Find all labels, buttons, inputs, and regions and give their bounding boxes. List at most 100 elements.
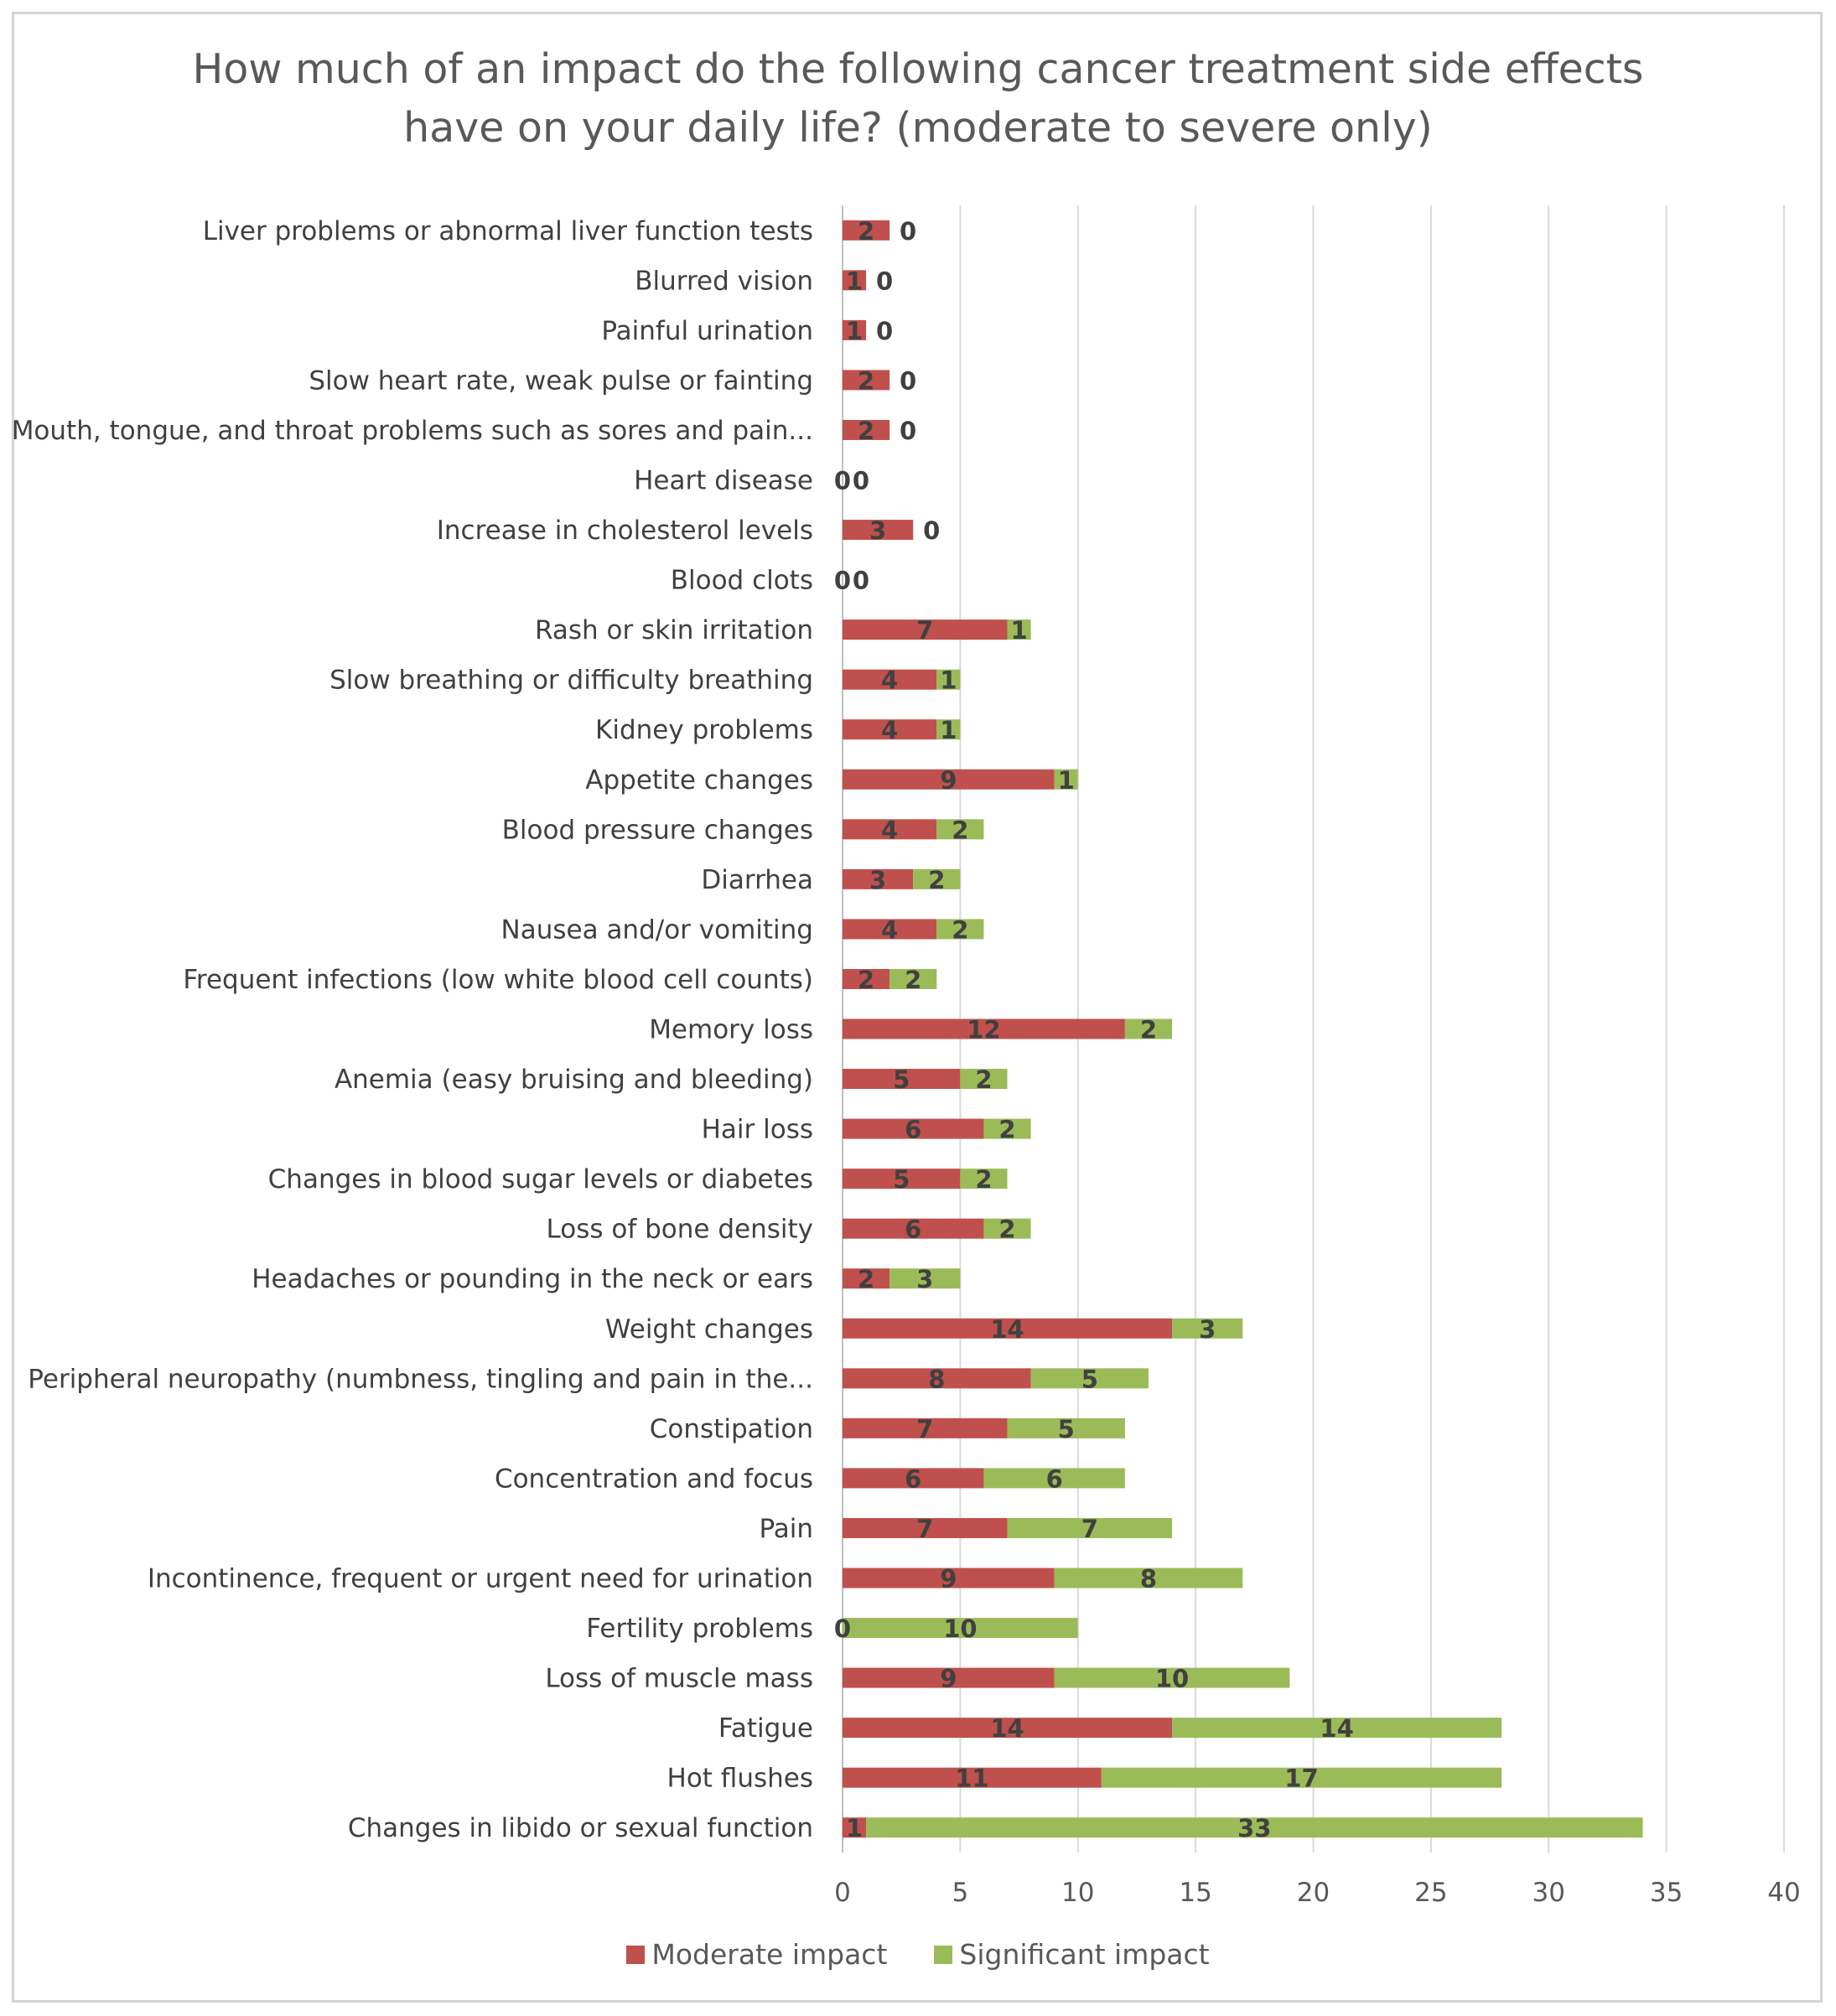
data-label-significant: 10: [943, 1614, 977, 1643]
category-label: Nausea and/or vomiting: [501, 915, 813, 945]
category-label: Hot flushes: [667, 1764, 813, 1794]
data-label-significant: 1: [1010, 616, 1027, 645]
bar-moderate: [843, 1218, 984, 1239]
bar-moderate: [843, 419, 890, 440]
bar-moderate: [843, 1368, 1031, 1389]
data-label-significant: 5: [1058, 1415, 1075, 1443]
data-label-moderate: 1: [846, 317, 863, 345]
data-label-moderate: 14: [990, 1315, 1024, 1344]
bar-significant: [889, 1268, 961, 1289]
data-label-moderate: 9: [940, 1665, 957, 1693]
bar-moderate: [843, 1018, 1125, 1039]
bar-moderate: [843, 1568, 1055, 1588]
bar-moderate: [843, 1169, 961, 1189]
bar-moderate: [843, 868, 914, 889]
x-tick-label: 5: [952, 1878, 969, 1908]
category-label: Constipation: [650, 1414, 813, 1444]
data-label-significant: 6: [1046, 1464, 1063, 1493]
data-label-moderate: 2: [858, 1265, 874, 1293]
data-label-moderate: 5: [893, 1065, 910, 1094]
bar-moderate: [843, 270, 867, 291]
x-tick-label: 10: [1061, 1878, 1094, 1908]
bar-moderate: [843, 819, 937, 840]
bar-significant: [889, 968, 937, 989]
bar-significant: [983, 1118, 1031, 1139]
category-label: Changes in blood sugar levels or diabete…: [268, 1164, 813, 1195]
bar-moderate: [843, 1318, 1173, 1339]
data-label-moderate: 9: [940, 1565, 957, 1594]
data-label-moderate: 5: [893, 1165, 910, 1194]
data-label-moderate: 9: [940, 766, 957, 795]
legend-swatch-moderate: [626, 1945, 646, 1964]
data-label-moderate: 0: [834, 567, 851, 595]
data-label-significant: 3: [1199, 1315, 1216, 1344]
bar-moderate: [843, 319, 867, 340]
data-label-moderate: 0: [834, 467, 851, 495]
data-label-moderate: 7: [916, 1415, 933, 1443]
data-label-moderate: 1: [846, 1814, 863, 1842]
data-label-moderate: 3: [869, 516, 886, 545]
data-label-moderate: 2: [858, 366, 874, 395]
data-label-moderate: 2: [858, 966, 874, 994]
data-label-moderate: 1: [846, 267, 863, 295]
chart-legend: Moderate impact Significant impact: [0, 1938, 1836, 1971]
bar-moderate: [843, 1767, 1102, 1788]
category-label: Changes in libido or sexual function: [348, 1813, 813, 1843]
data-label-significant: 2: [975, 1065, 992, 1094]
bar-moderate: [843, 1667, 1055, 1688]
category-label: Appetite changes: [585, 765, 813, 796]
bar-moderate: [843, 370, 890, 391]
category-label: Pain: [759, 1514, 813, 1544]
x-tick-label: 40: [1767, 1878, 1800, 1908]
bar-moderate: [843, 669, 937, 690]
bar-significant: [1101, 1767, 1502, 1788]
data-label-significant: 0: [876, 317, 893, 345]
bar-moderate: [843, 1417, 1008, 1438]
bar-moderate: [843, 1069, 961, 1090]
category-label: Headaches or pounding in the neck or ear…: [252, 1264, 813, 1294]
category-label: Anemia (easy bruising and bleeding): [335, 1065, 813, 1095]
x-tick-label: 20: [1297, 1878, 1330, 1908]
category-label: Kidney problems: [595, 715, 813, 745]
category-label: Mouth, tongue, and throat problems such …: [12, 416, 813, 446]
category-label: Slow breathing or difficulty breathing: [329, 666, 813, 696]
category-label: Hair loss: [702, 1115, 813, 1145]
data-label-significant: 0: [876, 267, 893, 295]
bar-significant: [1007, 1517, 1173, 1538]
bar-significant: [936, 669, 961, 690]
bar-significant: [960, 1169, 1008, 1189]
data-label-moderate: 4: [881, 816, 898, 844]
x-tick-label: 0: [834, 1878, 851, 1908]
data-label-moderate: 14: [990, 1714, 1024, 1743]
category-label: Peripheral neuropathy (numbness, tinglin…: [28, 1364, 813, 1394]
data-label-significant: 2: [952, 816, 968, 844]
data-label-moderate: 4: [881, 716, 898, 744]
data-label-significant: 2: [998, 1215, 1015, 1244]
data-label-significant: 2: [905, 966, 921, 994]
data-label-significant: 0: [900, 417, 916, 445]
bar-significant: [1054, 1667, 1290, 1688]
bar-significant: [843, 1618, 1078, 1639]
data-label-significant: 0: [853, 567, 869, 595]
bar-moderate: [843, 220, 890, 241]
category-label: Painful urination: [601, 316, 813, 346]
category-label: Slow heart rate, weak pulse or fainting: [309, 365, 813, 396]
chart-title-line-2: have on your daily life? (moderate to se…: [403, 104, 1433, 152]
data-label-significant: 10: [1155, 1665, 1189, 1693]
x-tick-label: 15: [1179, 1878, 1211, 1908]
data-label-significant: 1: [940, 666, 957, 695]
category-label: Concentration and focus: [495, 1464, 813, 1494]
legend-label-significant: Significant impact: [959, 1938, 1210, 1971]
data-label-significant: 2: [1140, 1016, 1157, 1044]
bar-significant: [983, 1468, 1125, 1489]
category-label: Loss of bone density: [547, 1215, 813, 1245]
legend-swatch-significant: [934, 1945, 953, 1964]
data-label-significant: 7: [1081, 1515, 1098, 1543]
bar-significant: [936, 819, 984, 840]
bar-significant: [1054, 769, 1078, 790]
data-label-significant: 2: [975, 1165, 992, 1194]
bar-moderate: [843, 968, 890, 989]
data-label-significant: 0: [853, 467, 869, 495]
category-label: Blurred vision: [635, 266, 813, 296]
bar-significant: [1124, 1018, 1173, 1039]
